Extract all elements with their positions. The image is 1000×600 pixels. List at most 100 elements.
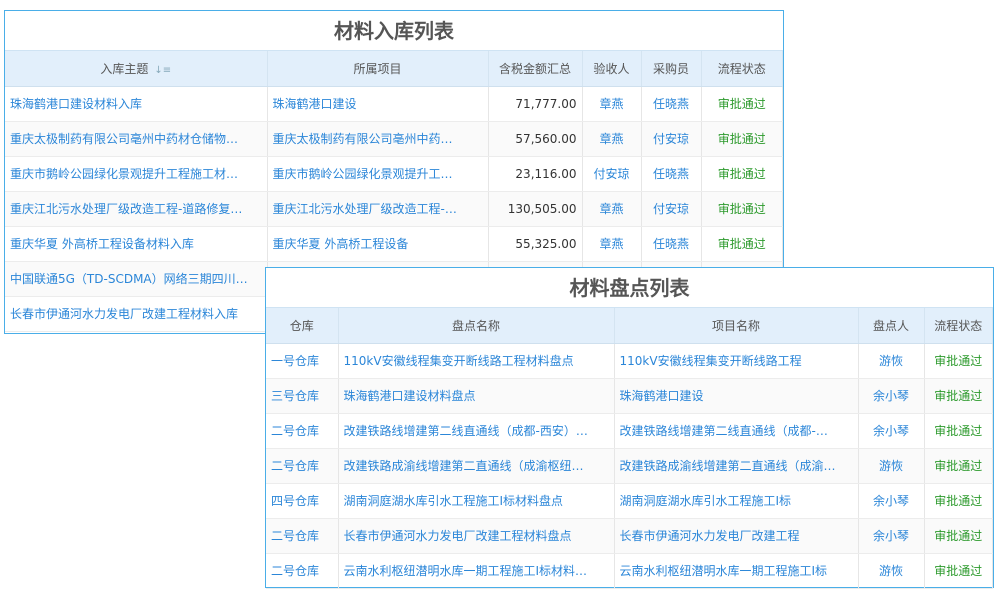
table-row[interactable]: 重庆华夏 外高桥工程设备材料入库 重庆华夏 外高桥工程设备 55,325.00 章燕任…	[5, 226, 783, 262]
stocktake-list-title: 材料盘点列表	[266, 268, 993, 308]
table-row[interactable]: 二号仓库 长春市伊通河水力发电厂改建工程材料盘点 长春市伊通河水力发电厂改建工程 余小…	[266, 518, 993, 554]
table-cell[interactable]: 二号仓库	[266, 413, 339, 449]
table-cell: 余小琴	[858, 413, 925, 449]
column-header-label: 流程状态	[934, 318, 983, 333]
table-cell[interactable]: 重庆市鹅岭公园绿化景观提升工程施工材…	[5, 156, 268, 192]
table-cell[interactable]: 长春市伊通河水力发电厂改建工程材料盘点	[338, 518, 615, 554]
table-cell: 审批通过	[924, 343, 993, 379]
table-row[interactable]: 三号仓库 珠海鹤港口建设材料盘点 珠海鹤港口建设 余小琴 审批通过	[266, 378, 993, 414]
column-header-label: 所属项目	[353, 61, 402, 76]
column-header[interactable]: 盘点人	[858, 308, 925, 344]
table-cell: 审批通过	[924, 378, 993, 414]
table-cell[interactable]: 二号仓库	[266, 553, 339, 589]
table-cell[interactable]: 四号仓库	[266, 483, 339, 519]
column-header[interactable]: 含税金额汇总	[488, 51, 583, 87]
table-cell: 游恢	[858, 448, 925, 484]
table-row[interactable]: 重庆江北污水处理厂级改造工程-道路修复… 重庆江北污水处理厂级改造工程-… 130,…	[5, 191, 783, 227]
table-cell: 审批通过	[701, 156, 783, 192]
table-cell[interactable]: 重庆华夏 外高桥工程设备材料入库	[5, 226, 268, 262]
table-cell[interactable]: 110kV安徽线程集变开断线路工程	[614, 343, 859, 379]
column-header[interactable]: 验收人	[582, 51, 642, 87]
table-row[interactable]: 珠海鹤港口建设材料入库 珠海鹤港口建设 71,777.00 章燕 任晓燕 审批通过	[5, 86, 783, 122]
table-cell: 审批通过	[701, 226, 783, 262]
inbound-list-title: 材料入库列表	[5, 11, 783, 51]
table-cell[interactable]: 长春市伊通河水力发电厂改建工程	[614, 518, 859, 554]
table-cell[interactable]: 改建铁路成渝线增建第二直通线（成渝枢纽…	[338, 448, 615, 484]
table-cell[interactable]: 重庆江北污水处理厂级改造工程-…	[267, 191, 489, 227]
column-header-label: 验收人	[593, 61, 630, 76]
table-cell[interactable]: 重庆华夏 外高桥工程设备	[267, 226, 489, 262]
table-cell[interactable]: 一号仓库	[266, 343, 339, 379]
table-row[interactable]: 二号仓库 云南水利枢纽潜明水库一期工程施工I标材料… 云南水利枢纽潜明水库一期工程施…	[266, 553, 993, 589]
table-cell: 57,560.00	[488, 121, 583, 157]
table-cell[interactable]: 湖南洞庭湖水库引水工程施工I标	[614, 483, 859, 519]
table-cell: 章燕	[582, 121, 642, 157]
column-header[interactable]: 流程状态	[701, 51, 783, 87]
table-cell: 55,325.00	[488, 226, 583, 262]
column-header[interactable]: 项目名称	[614, 308, 859, 344]
table-cell: 71,777.00	[488, 86, 583, 122]
table-cell: 130,505.00	[488, 191, 583, 227]
table-cell: 审批通过	[924, 413, 993, 449]
table-cell: 游恢	[858, 553, 925, 589]
table-cell: 余小琴	[858, 483, 925, 519]
table-cell: 审批通过	[924, 553, 993, 589]
table-cell[interactable]: 二号仓库	[266, 518, 339, 554]
table-cell[interactable]: 三号仓库	[266, 378, 339, 414]
table-cell[interactable]: 中国联通5G（TD-SCDMA）网络三期四川…	[5, 261, 268, 297]
table-cell: 余小琴	[858, 518, 925, 554]
column-header-label: 采购员	[652, 61, 689, 76]
table-cell: 章燕	[582, 226, 642, 262]
table-cell[interactable]: 云南水利枢纽潜明水库一期工程施工I标材料…	[338, 553, 615, 589]
table-cell[interactable]: 珠海鹤港口建设	[267, 86, 489, 122]
column-header[interactable]: 采购员	[641, 51, 702, 87]
table-cell: 审批通过	[701, 121, 783, 157]
table-cell: 付安琼	[641, 191, 702, 227]
table-cell[interactable]: 改建铁路成渝线增建第二直通线（成渝…	[614, 448, 859, 484]
table-cell: 审批通过	[701, 191, 783, 227]
table-cell: 审批通过	[924, 518, 993, 554]
column-header-label: 入库主题	[100, 61, 149, 76]
table-cell[interactable]: 二号仓库	[266, 448, 339, 484]
table-row[interactable]: 重庆太极制药有限公司亳州中药材仓储物… 重庆太极制药有限公司亳州中药… 57,560…	[5, 121, 783, 157]
table-cell[interactable]: 云南水利枢纽潜明水库一期工程施工I标	[614, 553, 859, 589]
table-cell[interactable]: 长春市伊通河水力发电厂改建工程材料入库	[5, 296, 268, 332]
table-cell[interactable]: 珠海鹤港口建设材料盘点	[338, 378, 615, 414]
table-cell[interactable]: 重庆太极制药有限公司亳州中药…	[267, 121, 489, 157]
table-cell[interactable]: 110kV安徽线程集变开断线路工程材料盘点	[338, 343, 615, 379]
table-cell[interactable]: 重庆江北污水处理厂级改造工程-道路修复…	[5, 191, 268, 227]
table-row[interactable]: 四号仓库 湖南洞庭湖水库引水工程施工I标材料盘点 湖南洞庭湖水库引水工程施工I标 余小…	[266, 483, 993, 519]
column-header-label: 含税金额汇总	[498, 61, 571, 76]
column-header[interactable]: 流程状态	[924, 308, 993, 344]
table-cell[interactable]: 湖南洞庭湖水库引水工程施工I标材料盘点	[338, 483, 615, 519]
table-cell[interactable]: 珠海鹤港口建设材料入库	[5, 86, 268, 122]
table-row[interactable]: 二号仓库 改建铁路成渝线增建第二直通线（成渝枢纽… 改建铁路成渝线增建第二直通线（成…	[266, 448, 993, 484]
table-cell[interactable]: 珠海鹤港口建设	[614, 378, 859, 414]
table-cell: 审批通过	[924, 483, 993, 519]
column-header[interactable]: 所属项目	[267, 51, 489, 87]
stocktake-list-panel: 材料盘点列表 仓库 盘点名称 项目名称 盘点人 流程状态 一号仓库 110kV安徽线程集变…	[265, 267, 994, 589]
column-header[interactable]: 盘点名称	[338, 308, 615, 344]
table-cell: 付安琼	[641, 121, 702, 157]
table-cell: 章燕	[582, 191, 642, 227]
table-row[interactable]: 重庆市鹅岭公园绿化景观提升工程施工材… 重庆市鹅岭公园绿化景观提升工… 23,116…	[5, 156, 783, 192]
table-cell: 任晓燕	[641, 226, 702, 262]
table-cell: 付安琼	[582, 156, 642, 192]
table-cell[interactable]: 重庆太极制药有限公司亳州中药材仓储物…	[5, 121, 268, 157]
table-cell: 审批通过	[924, 448, 993, 484]
table-cell[interactable]: 改建铁路线增建第二线直通线（成都-西安）…	[338, 413, 615, 449]
column-header-label: 盘点名称	[451, 318, 500, 333]
table-cell: 任晓燕	[641, 86, 702, 122]
table-row[interactable]: 二号仓库 改建铁路线增建第二线直通线（成都-西安）… 改建铁路线增建第二线直通线（成…	[266, 413, 993, 449]
table-row[interactable]: 一号仓库 110kV安徽线程集变开断线路工程材料盘点 110kV安徽线程集变开断线路…	[266, 343, 993, 379]
column-header[interactable]: 入库主题 ↓≡	[5, 51, 268, 87]
table-cell[interactable]: 重庆市鹅岭公园绿化景观提升工…	[267, 156, 489, 192]
column-header-label: 盘点人	[872, 318, 909, 333]
table-cell: 审批通过	[701, 86, 783, 122]
table-cell[interactable]: 改建铁路线增建第二线直通线（成都-…	[614, 413, 859, 449]
table-cell: 章燕	[582, 86, 642, 122]
table-cell: 余小琴	[858, 378, 925, 414]
column-header[interactable]: 仓库	[266, 308, 339, 344]
stocktake-table: 仓库 盘点名称 项目名称 盘点人 流程状态 一号仓库 110kV安徽线程集变开断线路工程材…	[266, 308, 993, 589]
sort-icon[interactable]: ↓≡	[154, 64, 172, 76]
